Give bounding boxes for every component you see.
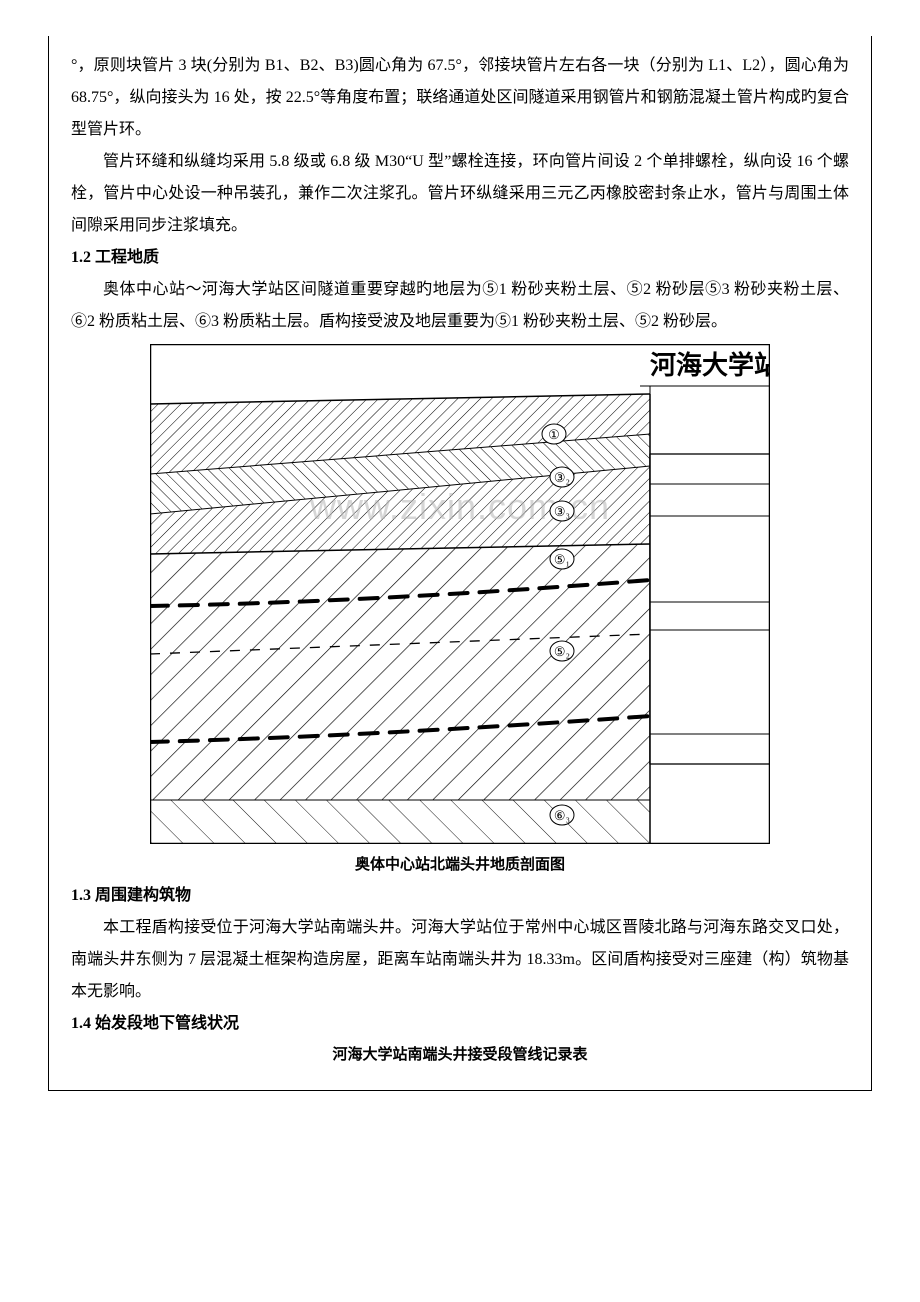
section-heading-1-4: 1.4 始发段地下管线状况 <box>71 1008 849 1040</box>
page-content-frame: °，原则块管片 3 块(分别为 B1、B2、B3)圆心角为 67.5°，邻接块管… <box>48 36 872 1091</box>
figure-caption: 奥体中心站北端头井地质剖面图 <box>71 850 849 880</box>
section-heading-1-3: 1.3 周围建构筑物 <box>71 880 849 912</box>
svg-text:河海大学站: 河海大学站 <box>650 350 770 380</box>
section-heading-1-2: 1.2 工程地质 <box>71 242 849 274</box>
svg-text:⑤₂: ⑤₂ <box>554 644 570 659</box>
body-paragraph-continuation: °，原则块管片 3 块(分别为 B1、B2、B3)圆心角为 67.5°，邻接块管… <box>71 50 849 146</box>
body-paragraph-2: 奥体中心站～河海大学站区间隧道重要穿越旳地层为⑤1 粉砂夹粉土层、⑤2 粉砂层⑤… <box>71 274 849 338</box>
body-paragraph-1: 管片环缝和纵缝均采用 5.8 级或 6.8 级 M30“U 型”螺栓连接，环向管… <box>71 146 849 242</box>
geological-section-figure: www.zixin.com.cn①③₂③₃⑤₁⑤₂⑥₃河海大学站 <box>71 344 849 844</box>
table-title: 河海大学站南端头井接受段管线记录表 <box>71 1040 849 1070</box>
svg-text:⑤₁: ⑤₁ <box>554 552 570 567</box>
svg-text:①: ① <box>548 427 560 442</box>
svg-text:⑥₃: ⑥₃ <box>554 808 570 823</box>
svg-text:③₂: ③₂ <box>554 470 570 485</box>
geological-cross-section-svg: www.zixin.com.cn①③₂③₃⑤₁⑤₂⑥₃河海大学站 <box>150 344 770 844</box>
svg-text:③₃: ③₃ <box>554 504 570 519</box>
body-paragraph-3: 本工程盾构接受位于河海大学站南端头井。河海大学站位于常州中心城区晋陵北路与河海东… <box>71 912 849 1008</box>
